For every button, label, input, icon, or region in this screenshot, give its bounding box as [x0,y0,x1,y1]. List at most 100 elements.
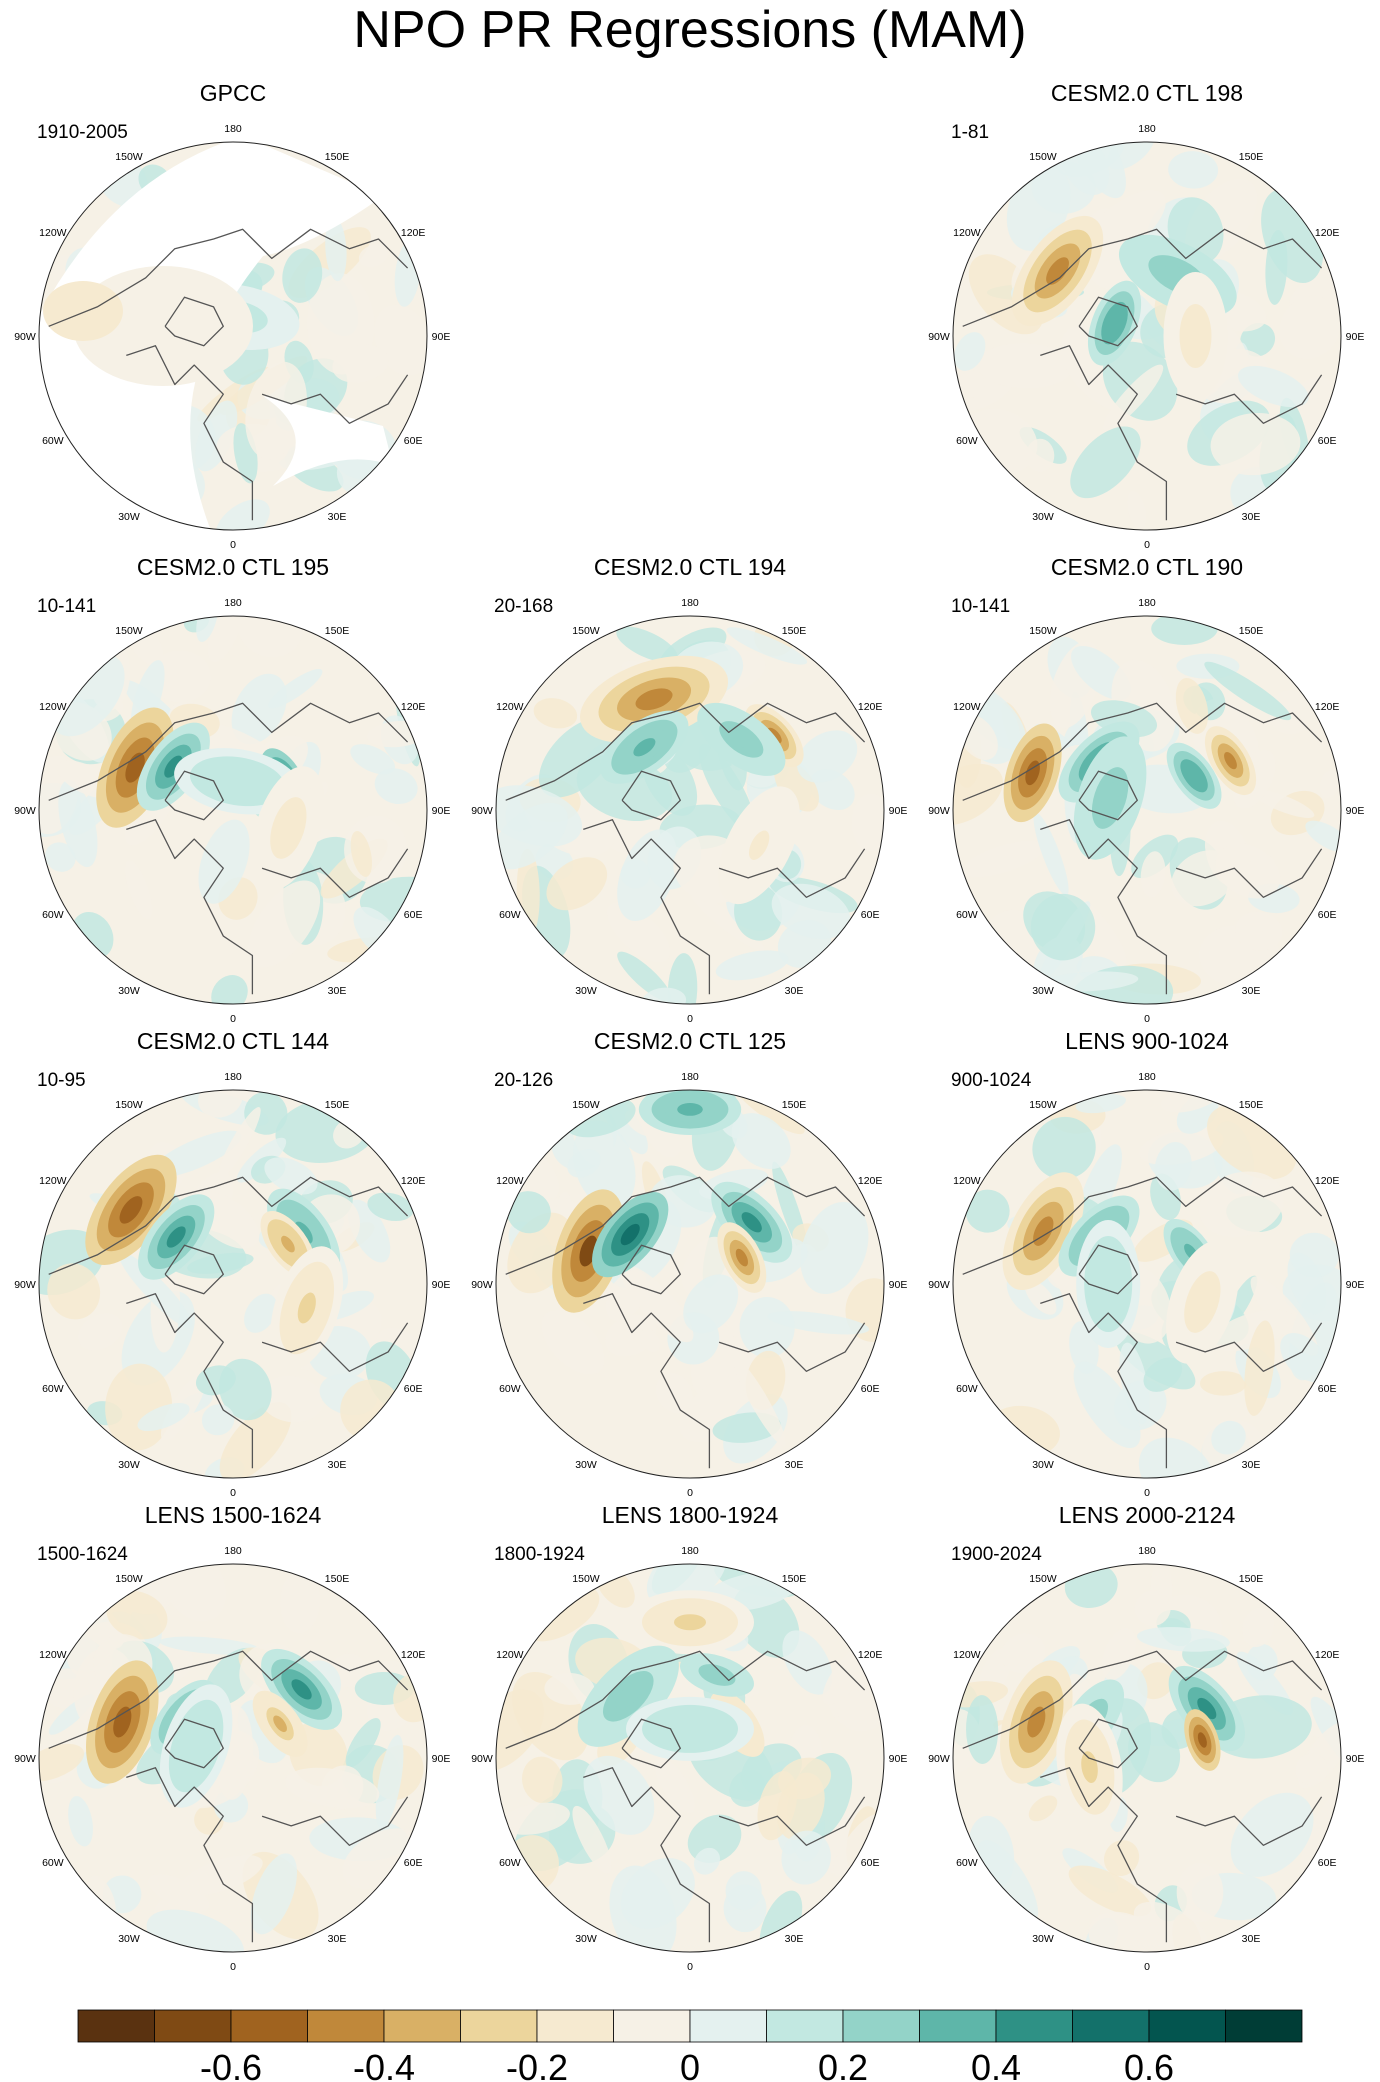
longitude-tick-label: 30W [1032,511,1054,523]
map-boundary [495,1089,885,1479]
coastline [1078,1244,1138,1295]
map-boundary [952,1563,1342,1953]
anomaly-patch [757,1771,798,1841]
map-boundary [38,615,428,1005]
missing-data-mask [263,396,393,486]
longitude-tick-label: 120W [39,1175,67,1187]
longitude-tick-label: 30E [1242,1459,1261,1471]
longitude-tick-label: 120E [1315,701,1340,713]
anomaly-patch [325,217,347,282]
longitude-tick-label: 60W [499,1857,521,1869]
anomaly-patch [546,857,608,911]
longitude-tick-label: 90E [432,331,451,343]
map-panel: 180 150E 120E 90E 60E 30E 0 30W 60W 90W 120W 150W CE… [14,1028,451,1499]
coastline [261,1796,409,1846]
panel-title: GPCC [200,80,266,106]
panel-period-label: 1-81 [951,122,989,143]
anomaly-patch [106,1590,168,1640]
longitude-tick-label: 60W [956,1383,978,1395]
anomaly-patch [282,248,323,303]
panel-period-label: 1910-2005 [37,122,128,143]
anomaly-patch [954,332,986,371]
anomaly-patch [268,668,323,709]
anomaly-patch [250,1853,298,1935]
colorbar-swatch [77,2009,155,2043]
anomaly-patch [1199,1371,1247,1396]
longitude-tick-label: 90W [14,805,36,817]
longitude-tick-label: 30W [1032,985,1054,997]
anomaly-patch [1154,1141,1192,1191]
longitude-tick-label: 150W [572,1099,600,1111]
map-boundary [38,1563,428,1953]
coastline [1040,1293,1168,1469]
anomaly-contour [735,1248,748,1267]
longitude-tick-label: 30E [785,1933,804,1945]
anomaly-contour [164,755,183,778]
anomaly-patch [39,1743,85,1782]
anomaly-patch [641,987,687,1004]
anomaly-contour [1197,1732,1207,1748]
anomaly-patch [1215,843,1281,899]
anomaly-contour [297,1292,316,1324]
longitude-tick-label: 60E [404,1383,423,1395]
coastline [1040,819,1168,995]
colorbar-tick-label: -0.2 [506,2047,568,2082]
longitude-tick-label: 0 [1144,539,1150,551]
anomaly-patch [207,616,246,663]
anomaly-patch [1028,1795,1058,1822]
longitude-tick-label: 180 [1138,1071,1156,1083]
longitude-tick-label: 30W [575,1459,597,1471]
longitude-tick-label: 120W [953,1649,981,1661]
colorbar-swatch [1225,2009,1303,2043]
anomaly-patch [1280,1333,1329,1383]
panel-title: CESM2.0 CTL 195 [137,554,329,580]
longitude-tick-label: 90E [889,1279,908,1291]
anomaly-patch [646,1564,727,1608]
anomaly-patch [1210,412,1301,476]
longitude-tick-label: 60E [1318,1383,1337,1395]
coastline [164,1718,224,1769]
anomaly-patch [977,1840,1038,1924]
panel-title: LENS 2000-2124 [1059,1502,1236,1528]
longitude-tick-label: 30E [328,511,347,523]
longitude-tick-label: 90W [928,1279,950,1291]
anomaly-patch [771,883,851,940]
longitude-tick-label: 120W [39,701,67,713]
coastline [1175,848,1323,898]
longitude-tick-label: 30E [328,1459,347,1471]
colorbar-tick-label: 0.4 [971,2047,1021,2082]
anomaly-patch [583,1755,655,1835]
longitude-tick-label: 90E [432,1279,451,1291]
anomaly-patch [1070,426,1141,499]
coastline [1175,1796,1323,1846]
anomaly-patch [605,1269,648,1322]
map-panel: 180 150E 120E 90E 60E 30E 0 30W 60W 90W 120W 150W CE… [471,1028,907,1499]
longitude-tick-label: 150E [782,1099,807,1111]
coastline [962,1650,1323,1749]
longitude-tick-label: 30E [785,1459,804,1471]
anomaly-patch [731,1113,791,1170]
colorbar-tick-label: 0 [680,2047,700,2082]
anomaly-contour [635,688,673,711]
longitude-tick-label: 90W [14,1753,36,1765]
anomaly-patch [1168,151,1219,189]
longitude-tick-label: 90E [1346,1753,1365,1765]
longitude-tick-label: 90W [14,1279,36,1291]
longitude-tick-label: 150E [1239,1573,1264,1585]
longitude-tick-label: 0 [687,1487,693,1499]
longitude-tick-label: 180 [681,1071,699,1083]
anomaly-patch [501,1802,570,1835]
map-boundary [38,1089,428,1479]
longitude-tick-label: 120E [401,701,426,713]
longitude-tick-label: 60W [42,909,64,921]
longitude-tick-label: 180 [224,123,242,135]
coastline [505,1650,866,1749]
anomaly-patch [693,1847,721,1875]
longitude-tick-label: 120W [496,1175,524,1187]
anomaly-contour [1224,752,1237,770]
longitude-tick-label: 120W [39,227,67,239]
longitude-tick-label: 180 [224,1545,242,1557]
anomaly-patch [958,370,985,398]
panel-period-label: 10-141 [951,596,1010,617]
longitude-tick-label: 30E [1242,511,1261,523]
